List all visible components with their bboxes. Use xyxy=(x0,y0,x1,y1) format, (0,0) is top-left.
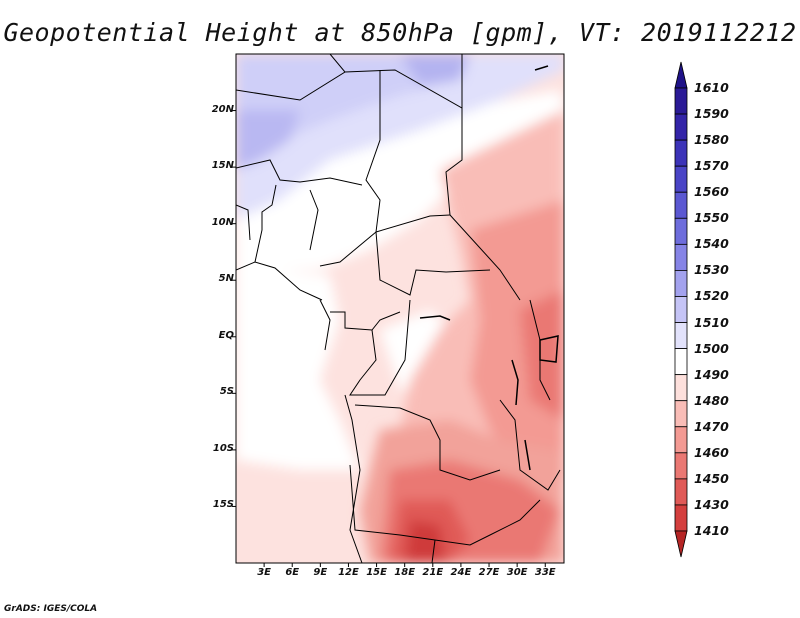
height-field xyxy=(236,54,564,563)
colorbar-segment xyxy=(674,243,688,271)
lon-tick-label: 24E xyxy=(450,567,472,578)
colorbar-label: 1410 xyxy=(694,523,729,538)
colorbar-label: 1470 xyxy=(694,418,729,434)
lon-tick-marks xyxy=(263,563,546,567)
colorbar-label: 1500 xyxy=(694,340,729,356)
colorbar-segment xyxy=(674,191,688,219)
lon-tick-label: 15E xyxy=(366,567,387,578)
colorbar-label: 1450 xyxy=(694,470,729,486)
colorbar-segment xyxy=(674,165,688,193)
lat-tick-label: 5S xyxy=(219,386,234,398)
colorbar-label: 1520 xyxy=(694,288,729,304)
lat-tick-label: EQ xyxy=(218,329,234,341)
lon-tick-label: 9E xyxy=(313,567,328,578)
lat-tick-marks xyxy=(232,110,236,507)
colorbar xyxy=(674,61,688,558)
colorbar-label: 1530 xyxy=(694,262,729,278)
colorbar-segment xyxy=(674,426,688,454)
colorbar-segment xyxy=(674,217,688,245)
lon-tick-label: 30E xyxy=(506,567,528,578)
colorbar-label: 1560 xyxy=(694,184,729,200)
colorbar-bottom-arrow xyxy=(674,530,688,558)
lon-tick-label: 33E xyxy=(534,567,556,578)
lat-tick-label: 20N xyxy=(211,103,234,115)
colorbar-top-arrow xyxy=(674,61,688,89)
grads-credit: GrADS: IGES/COLA xyxy=(4,604,98,614)
colorbar-label: 1540 xyxy=(694,236,729,252)
lat-tick-label: 15N xyxy=(211,160,234,172)
colorbar-segment xyxy=(674,348,688,376)
colorbar-segment xyxy=(674,504,688,532)
colorbar-segment xyxy=(674,452,688,480)
map-title: Geopotential Height at 850hPa [gpm], VT:… xyxy=(3,18,797,47)
colorbar-label: 1460 xyxy=(694,444,729,460)
colorbar-label: 1490 xyxy=(694,366,729,382)
colorbar-label: 1510 xyxy=(694,314,729,330)
colorbar-segment xyxy=(674,270,688,297)
lon-tick-label: 6E xyxy=(285,567,300,578)
colorbar-segment xyxy=(674,139,688,167)
colorbar-segment xyxy=(674,478,688,506)
lon-tick-label: 3E xyxy=(257,567,271,578)
colorbar-label: 1580 xyxy=(694,132,729,148)
colorbar-segment xyxy=(674,87,688,115)
colorbar-label: 1430 xyxy=(694,496,729,512)
lon-tick-label: 18E xyxy=(394,567,416,578)
lat-tick-label: 5N xyxy=(218,273,234,285)
colorbar-label: 1610 xyxy=(694,80,729,95)
lat-tick-label: 15S xyxy=(212,499,234,511)
country-borders xyxy=(236,54,561,563)
lakes xyxy=(419,65,559,471)
colorbar-label: 1570 xyxy=(694,158,729,174)
colorbar-label: 1590 xyxy=(694,106,729,122)
map-frame xyxy=(235,53,565,564)
colorbar-label: 1480 xyxy=(694,392,729,408)
colorbar-segment xyxy=(674,296,688,323)
colorbar-label: 1550 xyxy=(694,210,729,226)
lat-tick-label: 10S xyxy=(212,442,234,454)
colorbar-segment xyxy=(674,374,688,402)
lat-tick-label: 10N xyxy=(211,216,234,228)
colorbar-segment xyxy=(674,322,688,349)
lon-tick-label: 21E xyxy=(422,567,444,578)
colorbar-segment xyxy=(674,113,688,141)
colorbar-segment xyxy=(674,400,688,428)
lon-tick-label: 12E xyxy=(338,567,359,578)
lon-tick-label: 27E xyxy=(478,567,500,578)
